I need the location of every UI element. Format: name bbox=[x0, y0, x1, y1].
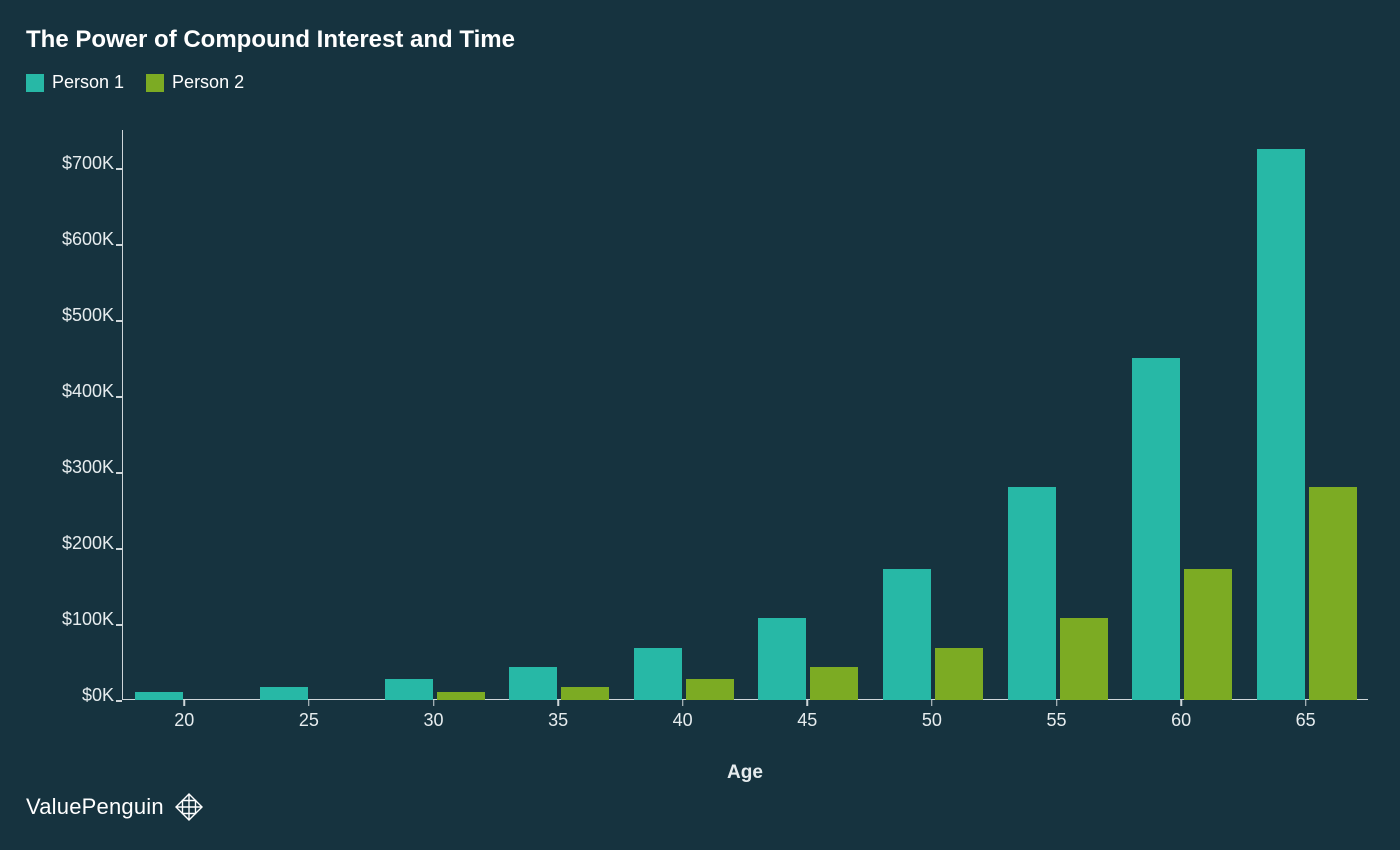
x-tick-label: 25 bbox=[299, 710, 319, 731]
bar-series2 bbox=[561, 687, 609, 700]
bar-series1 bbox=[260, 687, 308, 700]
y-tick-mark bbox=[116, 472, 122, 474]
y-tick-mark bbox=[116, 700, 122, 702]
legend-label: Person 1 bbox=[52, 72, 124, 93]
y-tick-label: $600K bbox=[34, 229, 114, 259]
bar-series1 bbox=[883, 569, 931, 700]
x-tick-mark bbox=[807, 700, 809, 706]
x-tick-label: 40 bbox=[673, 710, 693, 731]
x-tick-mark bbox=[557, 700, 559, 706]
x-tick-mark bbox=[1305, 700, 1307, 706]
bar-series1 bbox=[135, 692, 183, 700]
y-tick-mark bbox=[116, 168, 122, 170]
x-tick-label: 60 bbox=[1171, 710, 1191, 731]
bar-series1 bbox=[385, 679, 433, 700]
x-tick-mark bbox=[433, 700, 435, 706]
y-tick-label: $500K bbox=[34, 305, 114, 335]
bar-series1 bbox=[1132, 358, 1180, 700]
legend-swatch-icon bbox=[26, 74, 44, 92]
bar-series2 bbox=[1309, 487, 1357, 700]
brand-label: ValuePenguin bbox=[26, 794, 164, 820]
plot-area bbox=[122, 130, 1368, 700]
legend-label: Person 2 bbox=[172, 72, 244, 93]
bar-series1 bbox=[509, 667, 557, 700]
bars-container bbox=[123, 130, 1369, 700]
y-tick-label: $400K bbox=[34, 381, 114, 411]
y-tick-label: $0K bbox=[34, 685, 114, 715]
bar-series2 bbox=[686, 679, 734, 700]
x-tick-label: 35 bbox=[548, 710, 568, 731]
bar-series1 bbox=[758, 618, 806, 700]
logo-diamond-icon bbox=[174, 792, 204, 822]
y-tick-label: $700K bbox=[34, 153, 114, 183]
x-tick-label: 65 bbox=[1296, 710, 1316, 731]
y-tick-label: $300K bbox=[34, 457, 114, 487]
bar-series1 bbox=[1257, 149, 1305, 700]
x-tick-label: 45 bbox=[797, 710, 817, 731]
legend-swatch-icon bbox=[146, 74, 164, 92]
bar-series2 bbox=[810, 667, 858, 700]
legend: Person 1 Person 2 bbox=[26, 72, 244, 93]
x-tick-label: 55 bbox=[1046, 710, 1066, 731]
y-tick-mark bbox=[116, 244, 122, 246]
y-tick-mark bbox=[116, 320, 122, 322]
legend-item-person2: Person 2 bbox=[146, 72, 244, 93]
x-tick-mark bbox=[931, 700, 933, 706]
chart-title: The Power of Compound Interest and Time bbox=[26, 26, 515, 54]
x-axis-label: Age bbox=[122, 762, 1368, 784]
bar-series2 bbox=[437, 692, 485, 700]
x-tick-label: 20 bbox=[174, 710, 194, 731]
y-tick-label: $200K bbox=[34, 533, 114, 563]
footer-brand: ValuePenguin bbox=[26, 792, 204, 822]
x-tick-label: 30 bbox=[423, 710, 443, 731]
x-tick-mark bbox=[682, 700, 684, 706]
x-tick-mark bbox=[1056, 700, 1058, 706]
bar-series2 bbox=[935, 648, 983, 700]
bar-series1 bbox=[1008, 487, 1056, 700]
y-tick-mark bbox=[116, 396, 122, 398]
bar-series2 bbox=[1060, 618, 1108, 700]
bar-series2 bbox=[1184, 569, 1232, 700]
x-tick-label: 50 bbox=[922, 710, 942, 731]
x-tick-mark bbox=[1180, 700, 1182, 706]
y-tick-label: $100K bbox=[34, 609, 114, 639]
bar-series1 bbox=[634, 648, 682, 700]
x-tick-mark bbox=[308, 700, 310, 706]
y-tick-mark bbox=[116, 624, 122, 626]
legend-item-person1: Person 1 bbox=[26, 72, 124, 93]
chart-area: $0K$100K$200K$300K$400K$500K$600K$700K 2… bbox=[122, 130, 1368, 730]
y-tick-mark bbox=[116, 548, 122, 550]
x-tick-mark bbox=[184, 700, 186, 706]
